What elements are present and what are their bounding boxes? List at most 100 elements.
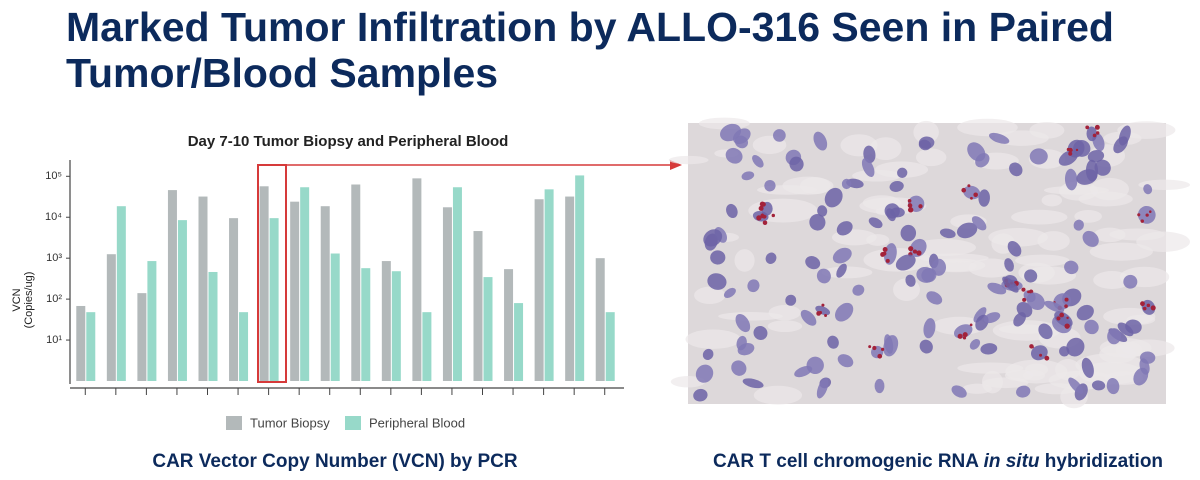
rna-signal — [912, 249, 917, 254]
stroma — [915, 148, 947, 167]
slide-title: Marked Tumor Infiltration by ALLO-316 Se… — [66, 4, 1114, 50]
stroma — [1004, 369, 1034, 381]
bar — [391, 271, 401, 381]
rna-signal — [908, 246, 914, 252]
rna-signal — [1075, 148, 1079, 152]
nucleus — [1076, 304, 1094, 321]
legend-label: Peripheral Blood — [369, 415, 465, 430]
nucleus — [874, 378, 885, 394]
bar — [452, 187, 462, 381]
rna-signal — [1094, 124, 1100, 130]
stroma — [767, 320, 803, 333]
bar — [86, 312, 96, 381]
nucleus — [726, 203, 738, 219]
nucleus — [731, 360, 747, 376]
stroma — [1011, 209, 1068, 225]
nucleus — [1064, 168, 1078, 191]
nucleus — [967, 142, 986, 162]
nucleus — [813, 131, 828, 151]
nucleus — [1082, 230, 1099, 247]
caption: CAR T cell chromogenic RNA in situ hybri… — [713, 451, 1163, 472]
nucleus — [837, 354, 854, 368]
rna-signal — [1044, 355, 1050, 361]
nucleus — [836, 263, 847, 278]
rna-signal — [758, 205, 764, 211]
nucleus — [703, 229, 723, 247]
nucleus — [1118, 125, 1131, 146]
rna-signal — [1068, 151, 1073, 156]
nucleus — [884, 203, 900, 219]
y-tick-label: 10⁴ — [45, 211, 62, 223]
stroma — [912, 238, 976, 256]
nucleus — [1058, 346, 1070, 357]
bar — [544, 189, 554, 381]
rna-signal — [1066, 316, 1069, 320]
stroma — [962, 383, 993, 394]
nucleus — [897, 167, 908, 178]
nucleus — [1016, 385, 1031, 398]
caption: CAR Vector Copy Number (VCN) by PCR — [152, 451, 518, 472]
stroma — [1029, 121, 1065, 139]
nucleus — [868, 217, 883, 229]
stroma — [913, 120, 939, 144]
micrograph — [668, 117, 1190, 409]
stroma — [1074, 209, 1102, 223]
stroma — [1089, 242, 1153, 261]
rna-signal — [907, 207, 914, 213]
nucleus — [1094, 159, 1111, 176]
nucleus — [764, 180, 776, 192]
nucleus — [926, 291, 943, 305]
y-tick-label: 10⁵ — [45, 170, 62, 182]
bar — [290, 201, 300, 381]
bar — [259, 186, 269, 381]
nucleus — [1009, 162, 1023, 177]
nucleus — [1002, 276, 1019, 293]
legend-swatch — [226, 416, 242, 430]
stroma — [821, 266, 873, 279]
stroma — [1093, 227, 1126, 243]
rna-signal — [877, 353, 883, 359]
bars — [76, 175, 615, 381]
stroma — [768, 304, 801, 321]
rna-signal — [762, 220, 768, 226]
legend-swatch — [345, 416, 361, 430]
nucleus — [832, 247, 852, 264]
nucleus — [983, 312, 1001, 324]
bar — [473, 231, 483, 381]
caption-part: hybridization — [1040, 451, 1164, 472]
nucleus — [905, 274, 916, 287]
rna-signal — [1092, 133, 1097, 138]
nucleus — [1081, 357, 1094, 378]
rna-signal — [1064, 297, 1069, 302]
stroma — [1041, 194, 1063, 207]
cells — [668, 117, 1190, 409]
nucleus — [834, 302, 854, 322]
nucleus — [742, 378, 764, 389]
rna-signal — [762, 214, 767, 219]
rna-signal — [1022, 297, 1027, 302]
nucleus — [1044, 300, 1065, 313]
rna-signal — [872, 345, 877, 351]
nucleus — [805, 256, 821, 270]
caption-part: CAR T cell chromogenic RNA — [713, 451, 984, 472]
nucleus — [1076, 169, 1098, 185]
rna-signal — [1027, 290, 1030, 294]
rna-signal — [1064, 323, 1070, 329]
nucleus — [827, 335, 839, 349]
rna-signal — [1085, 125, 1090, 130]
nucleus — [747, 279, 760, 293]
nucleus — [939, 228, 956, 239]
stroma — [1099, 344, 1137, 364]
bar — [351, 184, 361, 381]
nucleus — [895, 254, 916, 271]
y-tick-label: 10³ — [46, 252, 62, 264]
stroma — [852, 169, 902, 182]
bar — [565, 196, 575, 381]
rna-signal — [881, 347, 885, 351]
stroma — [1078, 191, 1133, 207]
rna-signal — [969, 323, 973, 327]
nucleus — [817, 205, 828, 217]
rna-signal — [973, 192, 978, 198]
stroma — [869, 137, 902, 161]
nucleus — [789, 156, 804, 172]
